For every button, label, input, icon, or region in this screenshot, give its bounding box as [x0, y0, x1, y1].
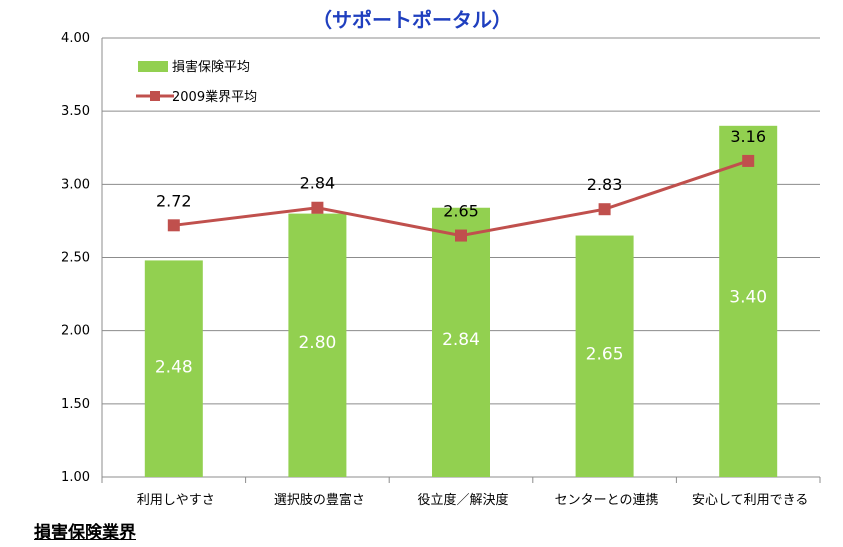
- bar-data-label: 3.40: [729, 287, 767, 307]
- legend: 損害保険平均 2009業界平均: [136, 59, 257, 105]
- legend-swatch-marker: [150, 91, 160, 101]
- footer-title: 損害保険業界: [34, 523, 136, 543]
- chart: （サポートポータル） 1.001.502.002.503.003.504.00 …: [61, 8, 821, 508]
- legend-label-line: 2009業界平均: [172, 89, 257, 105]
- x-tick-label: センターとの連携: [555, 492, 659, 508]
- bar-data-label: 2.84: [442, 330, 480, 350]
- legend-swatch-bar: [138, 61, 168, 72]
- line-data-label: 2.65: [443, 202, 479, 221]
- line-series: 2.72 2.84 2.65 2.83 3.16: [156, 127, 766, 242]
- line-point: [311, 201, 324, 214]
- y-tick-label: 2.50: [61, 251, 90, 266]
- line-data-label: 3.16: [730, 127, 766, 146]
- y-tick-label: 4.00: [61, 31, 90, 46]
- line-point: [598, 203, 611, 216]
- x-tick-label: 役立度／解決度: [417, 492, 508, 508]
- y-tick-label: 3.00: [61, 177, 90, 192]
- bar: [719, 125, 778, 478]
- bar-data-label: 2.65: [586, 344, 624, 364]
- chart-title: （サポートポータル）: [312, 8, 512, 32]
- line-data-label: 2.84: [300, 174, 336, 193]
- x-tick-label: 選択肢の豊富さ: [274, 492, 365, 508]
- y-tick-label: 2.00: [61, 324, 90, 339]
- x-tick-label: 安心して利用できる: [692, 493, 808, 508]
- bar: [432, 207, 490, 477]
- bar: [144, 260, 203, 477]
- y-tick-label: 3.50: [61, 104, 90, 119]
- bar: [288, 213, 347, 477]
- line-point: [167, 219, 180, 232]
- y-tick-label: 1.00: [61, 470, 90, 485]
- line-point: [455, 229, 467, 242]
- y-tick-label: 1.50: [61, 397, 90, 412]
- bar: [575, 235, 634, 477]
- bar-data-label: 2.48: [155, 357, 193, 377]
- y-axis: 1.00 1.50 2.00 2.50 3.00 3.50 4.00: [61, 31, 90, 485]
- line-data-label: 2.83: [587, 175, 623, 194]
- line-point: [742, 154, 755, 167]
- x-axis: 利用しやすさ 選択肢の豊富さ 役立度／解決度 センターとの連携 安心して利用できる: [101, 477, 821, 508]
- bar-series: 2.48 2.80 2.84 2.65 3.40: [144, 125, 778, 478]
- bar-data-label: 2.80: [298, 333, 336, 353]
- line-data-label: 2.72: [156, 191, 192, 210]
- x-tick-label: 利用しやすさ: [137, 493, 215, 508]
- legend-label-bar: 損害保険平均: [172, 59, 250, 75]
